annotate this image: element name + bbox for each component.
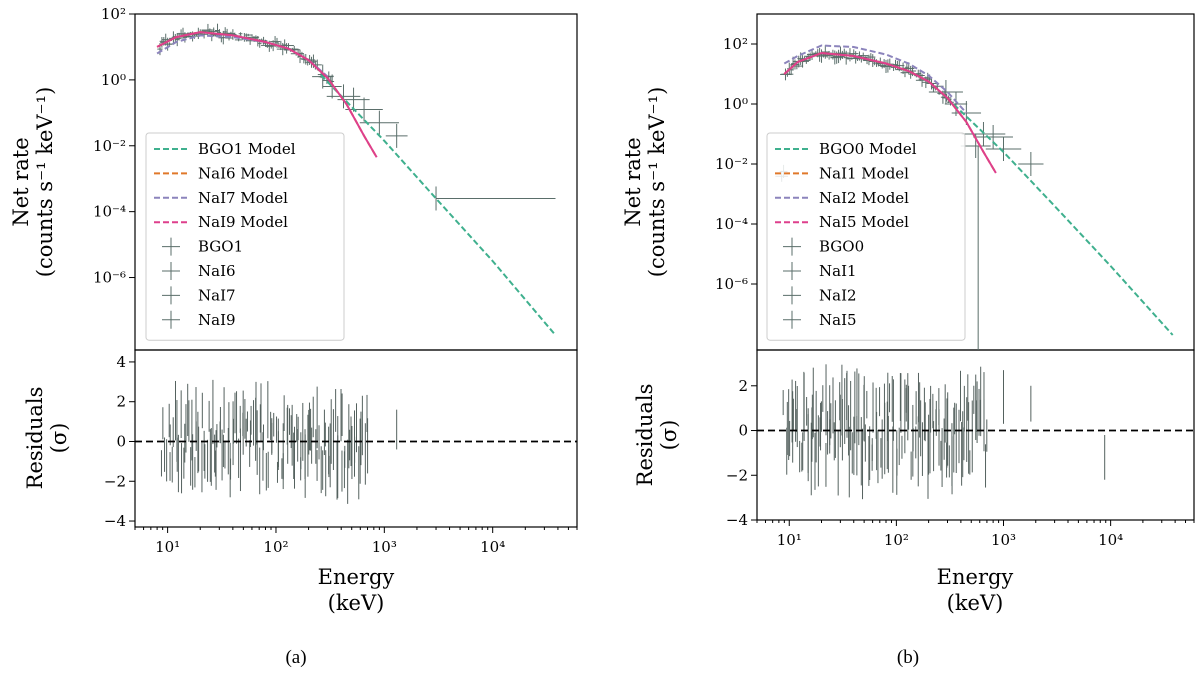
legend-label: BGO1 Model (198, 140, 296, 158)
legend-label: BGO1 (198, 238, 243, 256)
panel-b-xlabel-unit: (keV) (947, 591, 1004, 615)
legend-label: NaI5 (819, 311, 857, 329)
panel-b-model-curves (783, 44, 1174, 336)
x-tick-label: 10³ (991, 531, 1016, 549)
legend-label: BGO0 (819, 238, 864, 256)
residual-tick-label: −2 (726, 466, 748, 484)
panel-b-top-ylabel: Net rate (621, 137, 645, 226)
residual-tick-label: 0 (738, 422, 748, 440)
y-tick-label: 10⁻⁴ (715, 215, 748, 233)
model-curve-bgo0-model (940, 91, 1174, 336)
y-tick-label: 10⁻⁴ (93, 203, 126, 221)
y-tick-label: 10² (101, 5, 126, 23)
legend-label: NaI9 Model (198, 213, 288, 231)
y-tick-label: 10⁻² (715, 155, 748, 173)
x-tick-label: 10¹ (155, 538, 180, 556)
x-tick-label: 10¹ (777, 531, 802, 549)
panel-a-bottom-ylabel: Residuals (23, 387, 47, 490)
legend-label: NaI2 Model (819, 189, 909, 207)
legend-box (145, 132, 345, 341)
panel-a-bottom-frame (134, 349, 578, 528)
y-tick-label: 10⁰ (723, 95, 748, 113)
legend-label: NaI1 (819, 262, 857, 280)
residual-tick-label: −4 (726, 511, 748, 529)
panel-b-bottom-yaxis: 2 0 −2 −4 (726, 377, 757, 529)
x-tick-label: 10⁴ (1098, 531, 1123, 549)
x-tick-label: 10² (884, 531, 909, 549)
legend-label: NaI7 Model (198, 189, 288, 207)
residual-tick-label: −2 (104, 472, 126, 490)
panel-b-top-ylabel-unit: (counts s⁻¹ keV⁻¹) (645, 87, 669, 278)
panel-b-top-yaxis: 10⁻⁶ 10⁻⁴ 10⁻² 10⁰ 10² (715, 35, 757, 293)
y-tick-label: 10⁻⁶ (93, 269, 126, 287)
panel-b-xaxis: 10¹ 10² 10³ 10⁴ (756, 520, 1195, 549)
x-tick-label: 10³ (372, 538, 397, 556)
legend-label: NaI9 (198, 311, 236, 329)
panel-a-top-ylabel-unit: (counts s⁻¹ keV⁻¹) (33, 87, 57, 278)
legend-label: BGO0 Model (819, 140, 917, 158)
model-curve-bgo1-model (320, 74, 557, 336)
legend-label: NaI7 (198, 286, 236, 304)
panel-b-bottom-ylabel: Residuals (633, 384, 657, 487)
y-tick-label: 10⁰ (101, 71, 126, 89)
panel-b-bottom-ylabel-unit: (σ) (657, 420, 681, 451)
residual-tick-label: −4 (104, 512, 126, 530)
panel-a-xlabel-unit: (keV) (328, 591, 385, 615)
legend-label: NaI2 (819, 286, 857, 304)
legend-label: NaI6 Model (198, 164, 288, 182)
model-curve-nai5-model (783, 51, 997, 174)
legend-label: NaI5 Model (819, 213, 909, 231)
panel-a-bottom-ylabel-unit: (σ) (47, 423, 71, 454)
panel-a-bottom-yaxis: 4 2 0 −2 −4 (104, 353, 135, 530)
panel-a-caption: (a) (285, 647, 306, 668)
panel-b-legend: BGO0 Model NaI1 Model NaI2 Model NaI5 Model… (766, 132, 966, 341)
residual-tick-label: 4 (116, 353, 126, 371)
panel-a-residuals (160, 379, 398, 504)
model-curve-nai9-model (156, 31, 378, 158)
panel-a-top-yaxis: 10⁻⁶ 10⁻⁴ 10⁻² 10⁰ 10² (93, 5, 135, 287)
y-tick-label: 10⁻² (93, 137, 126, 155)
residual-tick-label: 0 (116, 432, 126, 450)
residual-tick-label: 2 (116, 393, 126, 411)
panel-a-model-curves (156, 31, 557, 336)
panel-a-xaxis: 10¹ 10² 10³ 10⁴ (134, 527, 578, 556)
legend-label: NaI1 Model (819, 164, 909, 182)
y-tick-label: 10² (723, 35, 748, 53)
panel-b-bottom-frame (756, 349, 1195, 521)
legend-label: NaI6 (198, 262, 236, 280)
panel-a-xlabel: Energy (318, 565, 395, 589)
model-curve-nai2-model (783, 44, 968, 114)
legend-box (766, 132, 966, 341)
x-tick-label: 10⁴ (480, 538, 505, 556)
panel-a-top-ylabel: Net rate (9, 137, 33, 226)
panel-b: 10⁻⁶ 10⁻⁴ 10⁻² 10⁰ 10² 2 0 −2 −4 10¹ 10² 10³ 10⁴ B… (621, 13, 1195, 668)
panel-b-xlabel: Energy (937, 565, 1014, 589)
panel-a-legend: BGO1 Model NaI6 Model NaI7 Model NaI9 Model… (145, 132, 345, 341)
residual-tick-label: 2 (738, 377, 748, 395)
panel-b-residuals (782, 364, 1106, 500)
panel-b-caption: (b) (897, 647, 919, 668)
y-tick-label: 10⁻⁶ (715, 275, 748, 293)
x-tick-label: 10² (263, 538, 288, 556)
